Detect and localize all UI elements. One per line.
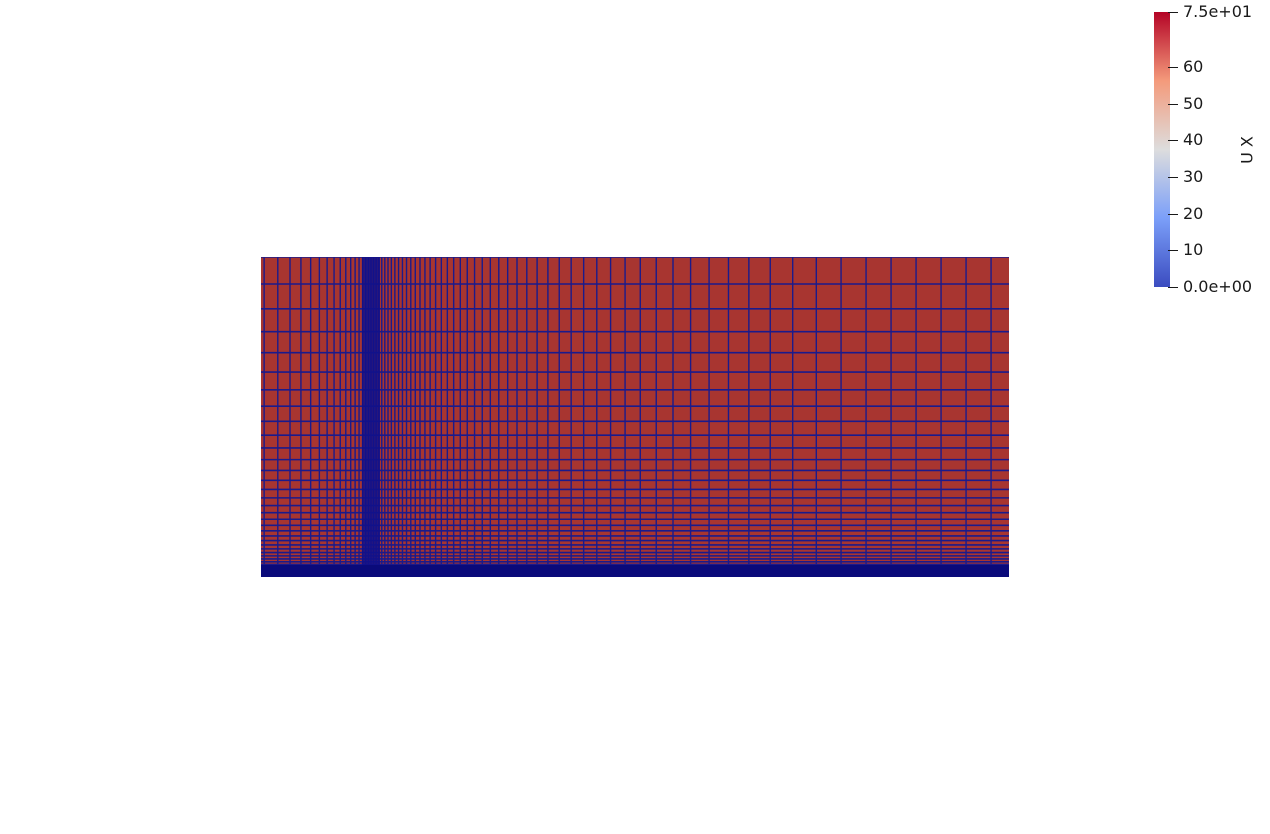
mesh-surface	[261, 257, 1009, 577]
colorbar-tick-label: 10	[1183, 240, 1204, 259]
colorbar-tick-mark	[1168, 287, 1178, 288]
colorbar-rect	[1154, 12, 1170, 287]
colorbar-tick-mark	[1168, 140, 1178, 141]
colorbar-tick-mark	[1168, 12, 1178, 13]
colorbar-tick-label: 20	[1183, 204, 1204, 223]
colorbar-tick-mark	[1168, 177, 1178, 178]
colorbar-tick-mark	[1168, 250, 1178, 251]
colorbar-gradient	[1154, 12, 1170, 287]
colorbar-tick-label: 60	[1183, 57, 1204, 76]
colorbar-tick-label: 30	[1183, 167, 1204, 186]
colorbar-tick-label: 0.0e+00	[1183, 277, 1253, 296]
colorbar-tick-label: 7.5e+01	[1183, 2, 1253, 21]
bottom-wall-layer	[261, 565, 1009, 577]
colorbar-title: U X	[1237, 136, 1257, 164]
mesh-fill	[261, 257, 1009, 577]
colorbar-tick-mark	[1168, 67, 1178, 68]
colorbar-tick-label: 40	[1183, 130, 1204, 149]
colorbar-tick-mark	[1168, 104, 1178, 105]
obstacle-column	[362, 257, 380, 577]
mesh-horizontal-edges	[261, 257, 1009, 577]
colorbar-tick-mark	[1168, 214, 1178, 215]
colorbar-tick-label: 50	[1183, 94, 1204, 113]
